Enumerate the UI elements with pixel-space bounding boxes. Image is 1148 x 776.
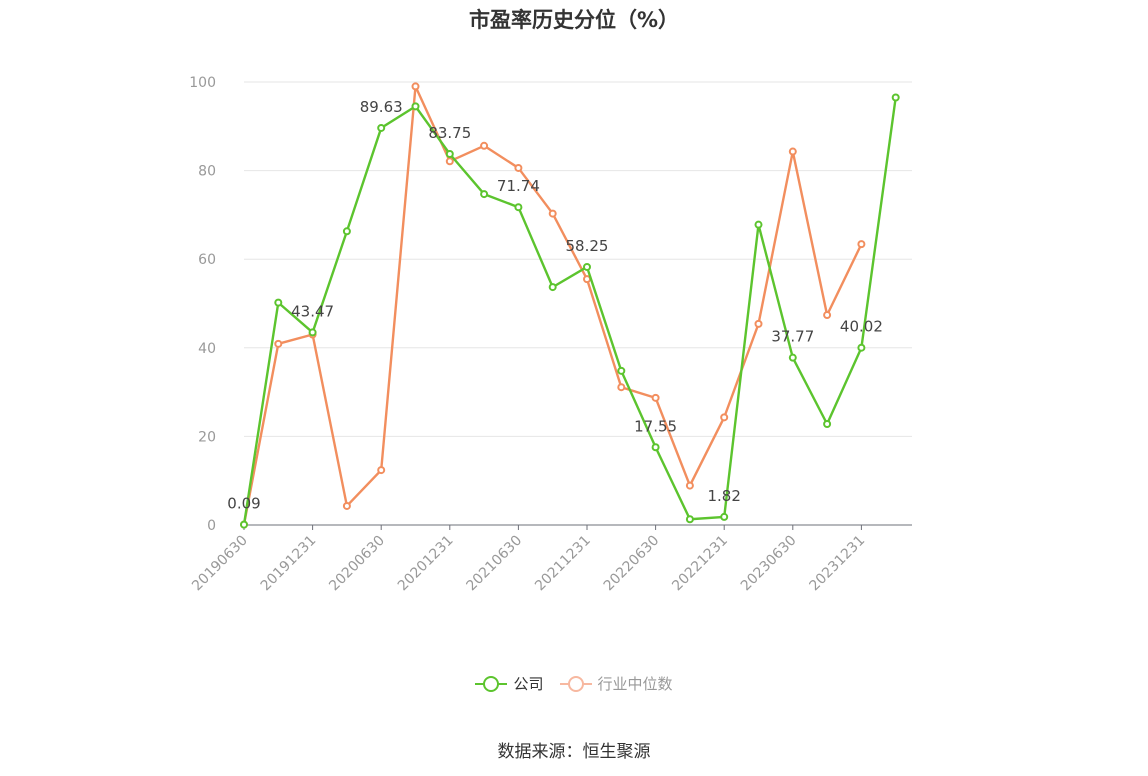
data-label: 1.82 (707, 487, 740, 505)
data-point (857, 240, 866, 249)
data-point (788, 353, 797, 362)
data-point (480, 141, 489, 150)
x-tick-label: 20190630 (189, 533, 251, 595)
data-point (445, 157, 454, 166)
series-line-1 (242, 85, 863, 525)
data-point (274, 339, 283, 348)
data-point (651, 443, 660, 452)
legend-item-0[interactable]: 公司 (475, 673, 544, 694)
data-point (754, 319, 763, 328)
legend-item-1[interactable]: 行业中位数 (559, 673, 673, 694)
y-tick-label: 20 (198, 429, 216, 445)
legend-label: 公司 (513, 675, 544, 693)
legend-swatch (475, 674, 508, 694)
data-point (754, 220, 763, 229)
data-point (514, 163, 523, 172)
data-point (377, 123, 386, 132)
x-tick-label: 20201231 (395, 533, 457, 595)
data-point (685, 481, 694, 490)
y-tick-label: 60 (198, 252, 216, 268)
grid-lines (244, 81, 912, 437)
x-tick-label: 20200630 (326, 533, 388, 595)
data-label: 83.75 (428, 124, 471, 142)
y-tick-label: 40 (198, 341, 216, 357)
data-label: 17.55 (634, 417, 677, 435)
data-point (411, 82, 420, 91)
y-tick-label: 0 (207, 518, 216, 534)
x-tick-label: 20191231 (258, 533, 320, 595)
x-tick-label: 20210630 (464, 533, 526, 595)
data-point (411, 102, 420, 111)
legend: 公司 行业中位数 (0, 673, 1148, 698)
x-tick-label: 20211231 (532, 533, 594, 595)
data-point (720, 413, 729, 422)
data-label: 40.02 (840, 318, 883, 336)
data-point (720, 512, 729, 521)
data-point (342, 501, 351, 510)
data-point (308, 328, 317, 337)
data-point (583, 262, 591, 271)
x-tick-label: 20221231 (669, 533, 731, 595)
y-tick-label: 80 (198, 164, 216, 180)
line-chart: 0 20 40 60 80 100 20190630 20191231 20200630 2020… (189, 75, 912, 595)
data-label: 71.74 (497, 177, 540, 195)
data-point (480, 190, 489, 199)
data-point (342, 227, 351, 236)
data-point (514, 203, 523, 212)
data-point (240, 520, 248, 529)
data-label: 89.63 (360, 98, 403, 116)
data-label: 37.77 (771, 328, 814, 346)
data-label: 58.25 (566, 237, 609, 255)
data-point (548, 209, 557, 218)
x-tick-label: 20220630 (601, 533, 663, 595)
data-label: 43.47 (291, 302, 334, 320)
data-point (274, 298, 283, 307)
data-labels: 0.09 43.47 89.63 83.75 71.74 58.25 17.55 1.82 37… (227, 98, 883, 513)
data-point (891, 93, 900, 102)
data-point (823, 311, 832, 320)
data-point (548, 283, 557, 292)
data-point (788, 147, 797, 156)
chart-title: 市盈率历史分位（%） (468, 8, 680, 32)
x-tick-label: 20231231 (807, 533, 869, 595)
data-point (823, 419, 832, 428)
y-tick-label: 100 (189, 75, 216, 91)
data-point (617, 366, 626, 375)
data-label: 0.09 (227, 495, 260, 513)
data-source: 数据来源：恒生聚源 (497, 742, 651, 762)
x-tick-label: 20230630 (738, 533, 800, 595)
series-line-0 (242, 97, 897, 525)
data-point (651, 393, 660, 402)
legend-label: 行业中位数 (597, 675, 673, 693)
data-point (685, 515, 694, 524)
data-point (617, 383, 626, 392)
legend-swatch (559, 674, 592, 694)
data-point (377, 466, 386, 475)
data-point (445, 149, 454, 158)
data-point (857, 343, 866, 352)
series (240, 82, 900, 529)
